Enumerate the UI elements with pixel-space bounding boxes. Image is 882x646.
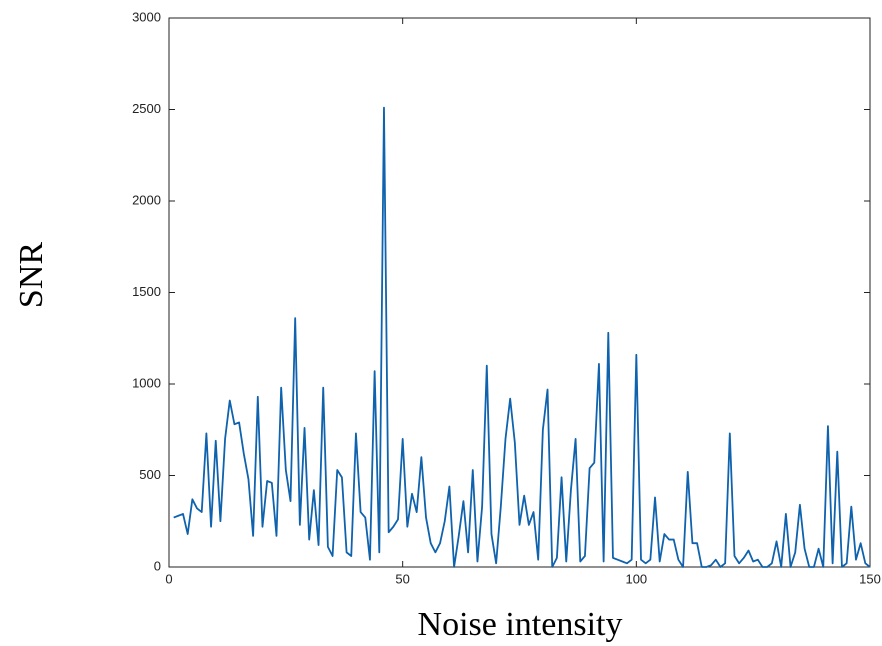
x-tick-label: 50 xyxy=(395,571,409,586)
y-axis-label: SNR xyxy=(13,242,50,308)
y-tick-label: 2500 xyxy=(132,101,161,116)
x-tick-label: 100 xyxy=(625,571,647,586)
y-tick-label: 3000 xyxy=(132,9,161,24)
x-tick-label: 0 xyxy=(165,571,172,586)
y-tick-label: 1500 xyxy=(132,284,161,299)
x-tick-label: 150 xyxy=(859,571,881,586)
y-tick-label: 1000 xyxy=(132,375,161,390)
data-line xyxy=(173,106,871,568)
y-tick-label: 500 xyxy=(139,467,161,482)
y-tick-label: 2000 xyxy=(132,192,161,207)
x-axis-label: Noise intensity xyxy=(418,606,623,643)
y-tick-label: 0 xyxy=(154,558,161,573)
plot-frame xyxy=(168,17,871,568)
